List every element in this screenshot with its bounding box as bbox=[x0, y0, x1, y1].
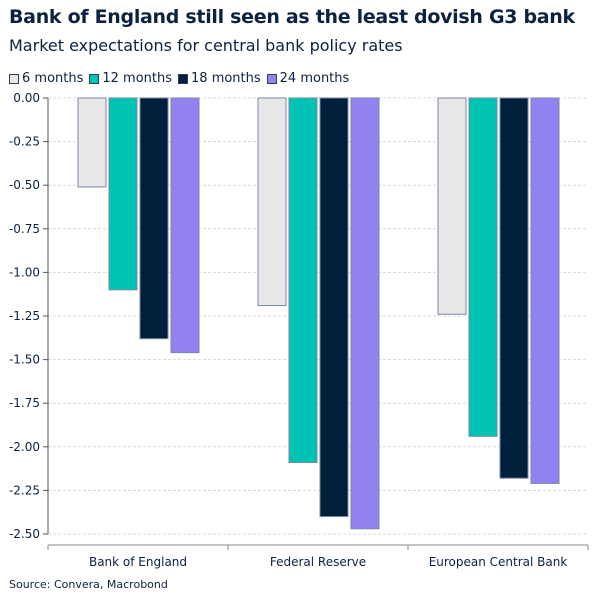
bar-18-months bbox=[319, 97, 349, 518]
legend-label: 6 months bbox=[22, 71, 84, 86]
y-tick-label: -1.25 bbox=[9, 309, 40, 323]
x-tick-label: Federal Reserve bbox=[270, 555, 366, 569]
chart-subtitle: Market expectations for central bank pol… bbox=[9, 36, 403, 55]
y-tick-label: 0.00 bbox=[13, 91, 40, 105]
bar-12-months bbox=[288, 97, 318, 463]
bar-24-months bbox=[350, 97, 380, 530]
legend-label: 18 months bbox=[191, 71, 261, 86]
chart-title: Bank of England still seen as the least … bbox=[9, 6, 575, 28]
y-tick-label: -1.50 bbox=[9, 353, 40, 367]
legend: 6 months 12 months 18 months 24 months bbox=[9, 71, 349, 86]
y-tick-label: -2.50 bbox=[9, 527, 40, 541]
y-tick-label: -0.25 bbox=[9, 135, 40, 149]
legend-item-18m: 18 months bbox=[178, 71, 261, 86]
bar-24-months bbox=[530, 97, 560, 484]
legend-label: 12 months bbox=[102, 71, 173, 86]
y-tick-label: -0.50 bbox=[9, 178, 40, 192]
x-tick-label: Bank of England bbox=[89, 555, 187, 569]
bar-6-months bbox=[77, 97, 107, 188]
bar-12-months bbox=[468, 97, 498, 437]
bar-24-months bbox=[170, 97, 200, 354]
y-tick-label: -1.75 bbox=[9, 396, 40, 410]
y-tick-label: -0.75 bbox=[9, 222, 40, 236]
legend-item-12m: 12 months bbox=[89, 71, 172, 86]
legend-swatch bbox=[89, 73, 100, 84]
source-note: Source: Convera, Macrobond bbox=[9, 578, 168, 591]
x-tick-label: European Central Bank bbox=[429, 555, 568, 569]
legend-item-6m: 6 months bbox=[9, 71, 83, 86]
legend-swatch bbox=[178, 73, 189, 84]
bar-18-months bbox=[139, 97, 169, 340]
legend-swatch bbox=[9, 73, 19, 84]
y-tick-label: -1.00 bbox=[9, 265, 40, 279]
legend-label: 24 months bbox=[279, 71, 350, 86]
bar-18-months bbox=[499, 97, 529, 479]
legend-item-24m: 24 months bbox=[266, 71, 350, 86]
bar-6-months bbox=[257, 97, 287, 307]
y-tick-label: -2.25 bbox=[9, 483, 40, 497]
bar-12-months bbox=[108, 97, 138, 291]
bar-6-months bbox=[437, 97, 467, 315]
y-tick-label: -2.00 bbox=[9, 440, 40, 454]
legend-swatch bbox=[266, 73, 277, 84]
